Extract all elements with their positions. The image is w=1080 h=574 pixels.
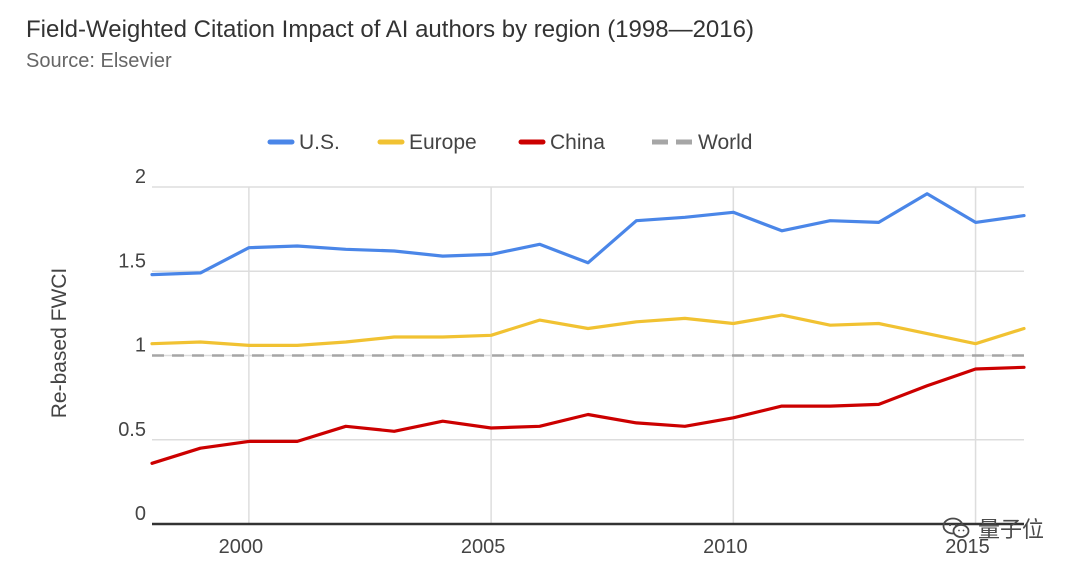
chart-title: Field-Weighted Citation Impact of AI aut…: [26, 16, 754, 43]
series-layer: [150, 192, 1026, 465]
axis-layer: 0 0.5 1 1.5 2 2000 2005 2010 2015: [118, 166, 1024, 558]
legend-label-u-s: U.S.: [299, 131, 340, 154]
x-tick-label: 2005: [461, 536, 506, 558]
y-tick-label: 0.5: [118, 419, 146, 441]
x-tick-label: 2010: [703, 536, 748, 558]
legend: U.S. Europe China World: [267, 131, 752, 154]
legend-label-china: China: [550, 131, 605, 154]
y-tick-label: 1.5: [118, 250, 146, 272]
y-tick-label: 1: [135, 335, 146, 357]
series-line-u-s: [150, 192, 1026, 277]
series-line-europe: [150, 313, 1026, 347]
x-tick-label: 2015: [945, 536, 990, 558]
legend-label-world: World: [698, 131, 752, 154]
series-line-china: [150, 365, 1026, 465]
watermark-text: 量子位: [977, 518, 1044, 543]
y-axis-label: Re-based FWCI: [48, 268, 71, 419]
y-tick-label: 0: [135, 503, 146, 525]
y-tick-label: 2: [135, 166, 146, 188]
legend-label-europe: Europe: [409, 131, 477, 154]
watermark: 量子位: [942, 512, 1044, 544]
x-tick-label: 2000: [219, 536, 264, 558]
wechat-icon: [942, 517, 970, 538]
chart-subtitle: Source: Elsevier: [26, 50, 172, 72]
